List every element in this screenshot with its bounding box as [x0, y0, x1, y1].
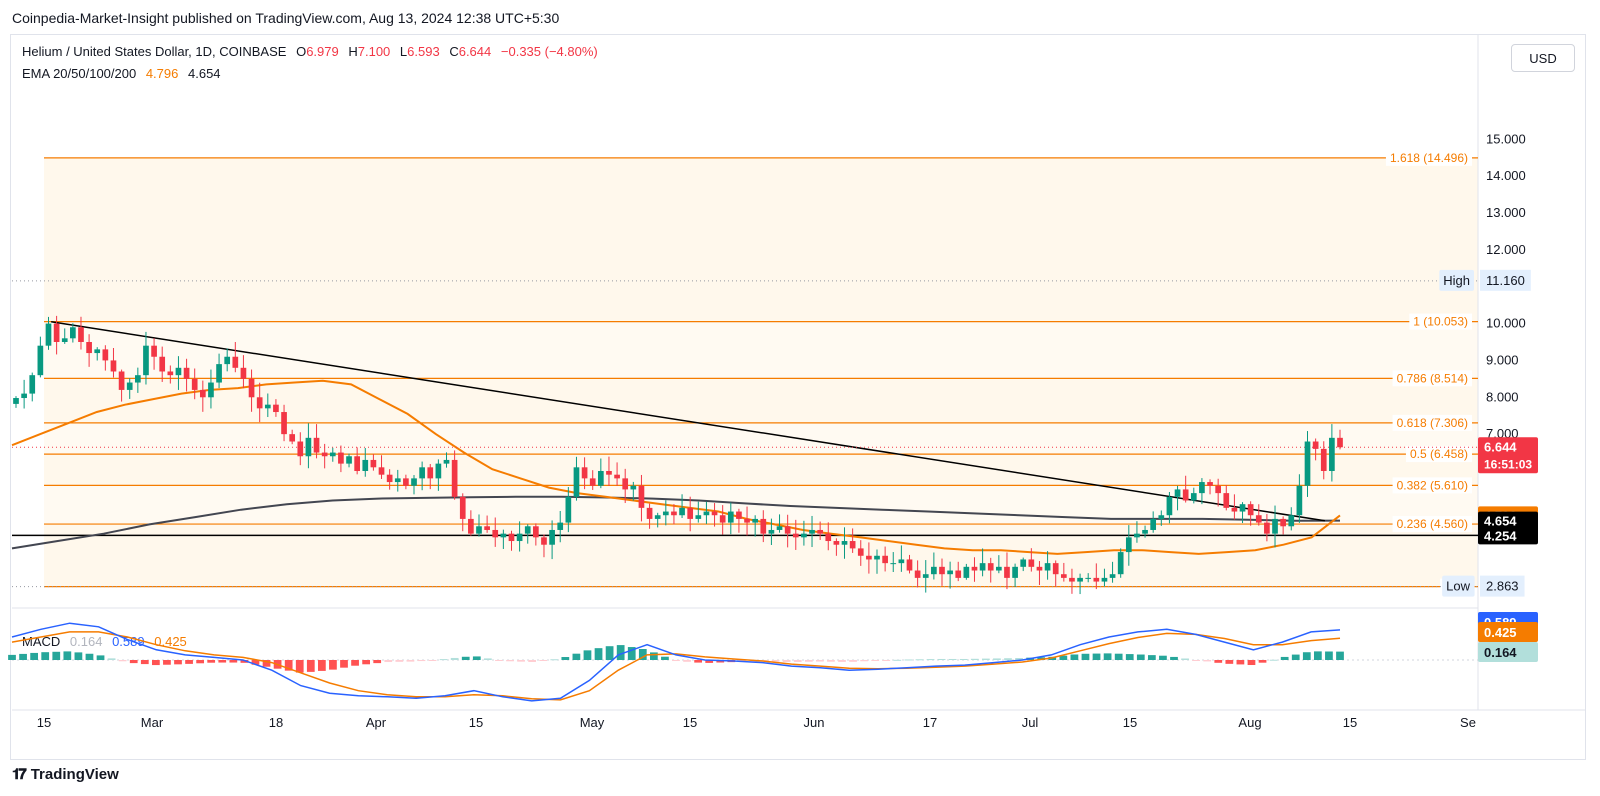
ema-value-1: 4.796	[145, 66, 179, 81]
close-value: 6.644	[458, 44, 492, 59]
low-value: 6.593	[407, 44, 440, 59]
ema-value-2: 4.654	[188, 66, 221, 81]
symbol-legend: Helium / United States Dollar, 1D, COINB…	[22, 44, 598, 59]
low-label: L	[399, 44, 408, 59]
macd-line-value: 0.589	[112, 634, 145, 649]
tradingview-logo[interactable]: 𝟏𝟕 TradingView	[12, 766, 119, 783]
currency-button[interactable]: USD	[1511, 44, 1575, 72]
tradingview-logo-text: TradingView	[30, 766, 119, 783]
macd-signal-value: 0.425	[154, 634, 187, 649]
macd-label[interactable]: MACD	[22, 634, 61, 649]
ema-legend: EMA 20/50/100/200 4.796 4.654	[22, 66, 221, 81]
symbol-name[interactable]: Helium / United States Dollar, 1D, COINB…	[22, 44, 287, 59]
high-label: H	[348, 44, 358, 59]
open-value: 6.979	[306, 44, 339, 59]
change-value: −0.335 (−4.80%)	[500, 44, 598, 59]
ema-label[interactable]: EMA 20/50/100/200	[22, 66, 137, 81]
open-label: O	[296, 44, 307, 59]
macd-hist-value: 0.164	[69, 634, 103, 649]
macd-legend: MACD 0.164 0.589 0.425	[22, 634, 187, 649]
chart-frame	[10, 34, 1586, 760]
publisher-line: Coinpedia-Market-Insight published on Tr…	[12, 10, 560, 26]
tradingview-logo-icon: 𝟏𝟕	[12, 766, 27, 783]
high-value: 7.100	[357, 44, 391, 59]
close-label: C	[449, 44, 459, 59]
